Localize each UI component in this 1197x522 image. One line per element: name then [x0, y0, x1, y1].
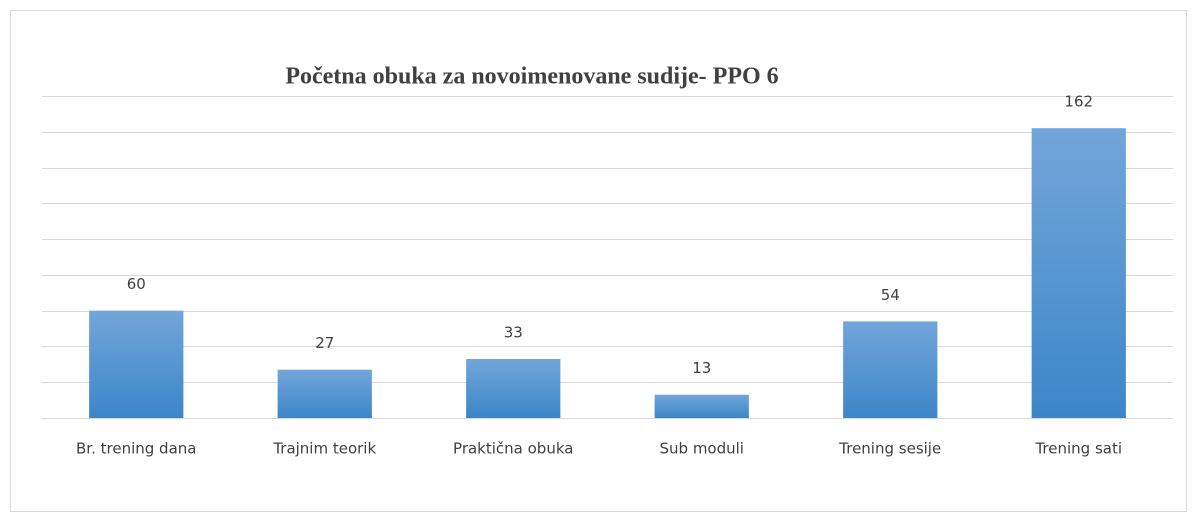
data-label: 13: [692, 359, 711, 377]
x-tick-label: Trening sati: [1034, 440, 1122, 458]
data-label: 33: [504, 323, 523, 341]
bar: [1031, 128, 1126, 418]
data-label: 54: [881, 286, 900, 304]
chart-title: Početna obuka za novoimenovane sudije- P…: [285, 64, 778, 90]
chart-frame: [10, 10, 1187, 512]
x-tick-label: Sub moduli: [660, 440, 744, 458]
data-label: 27: [315, 334, 334, 352]
data-label: 162: [1064, 93, 1093, 111]
x-tick-label: Trening sesije: [838, 440, 941, 458]
x-tick-label: Praktična obuka: [453, 440, 573, 458]
x-tick-label: Trajnim teorik: [272, 440, 376, 458]
x-tick-label: Br. trening dana: [76, 440, 196, 458]
bar: [466, 358, 561, 418]
data-label: 60: [127, 275, 146, 293]
bar: [654, 394, 749, 418]
bar: [277, 369, 372, 418]
bar: [843, 321, 938, 418]
bar: [89, 310, 184, 418]
